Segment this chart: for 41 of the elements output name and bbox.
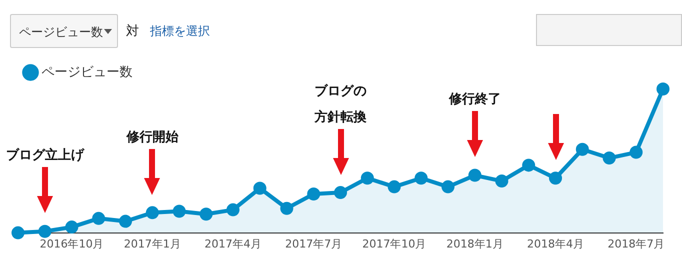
point xyxy=(65,220,78,234)
x-tick-label: 2018年7月 xyxy=(608,237,665,250)
point xyxy=(630,146,643,159)
point xyxy=(200,208,213,221)
point xyxy=(119,214,132,228)
point xyxy=(414,172,428,185)
point xyxy=(442,180,454,194)
point xyxy=(522,158,536,172)
legend-label: ページビュー数 xyxy=(42,64,132,80)
point xyxy=(360,172,374,185)
annotation: 修行開始 xyxy=(126,128,178,147)
point xyxy=(602,152,616,165)
text: 対 xyxy=(126,23,139,40)
point xyxy=(12,226,24,240)
point xyxy=(388,180,401,194)
x-tick-label: 2017年1月 xyxy=(124,237,181,250)
point xyxy=(92,212,106,225)
point xyxy=(656,82,670,96)
x-tick-label: 2017年10月 xyxy=(362,237,426,250)
point xyxy=(334,186,347,200)
annotation: ブログの方針転換 xyxy=(313,82,368,127)
point xyxy=(576,142,589,156)
point xyxy=(549,172,562,185)
point xyxy=(307,187,320,200)
x-tick-label: 2017年7月 xyxy=(285,237,342,250)
point xyxy=(38,224,52,238)
point xyxy=(495,174,508,188)
x-tick-label: 2017年4月 xyxy=(204,237,262,250)
annotation: ブログ立上げ xyxy=(6,146,84,166)
x-tick-label: 2018年1月 xyxy=(446,237,504,250)
point xyxy=(468,168,482,182)
point xyxy=(226,203,240,216)
annotation: 修行終了 xyxy=(448,91,501,110)
text: ページビュー数 xyxy=(10,14,118,48)
point xyxy=(146,206,159,220)
point xyxy=(253,182,266,195)
x-tick-label: 2016年10月 xyxy=(40,237,104,250)
point xyxy=(280,202,294,215)
x-tick-label: 2018年4月 xyxy=(527,237,584,250)
text: 指標を選択 xyxy=(150,23,210,40)
point xyxy=(172,204,186,218)
